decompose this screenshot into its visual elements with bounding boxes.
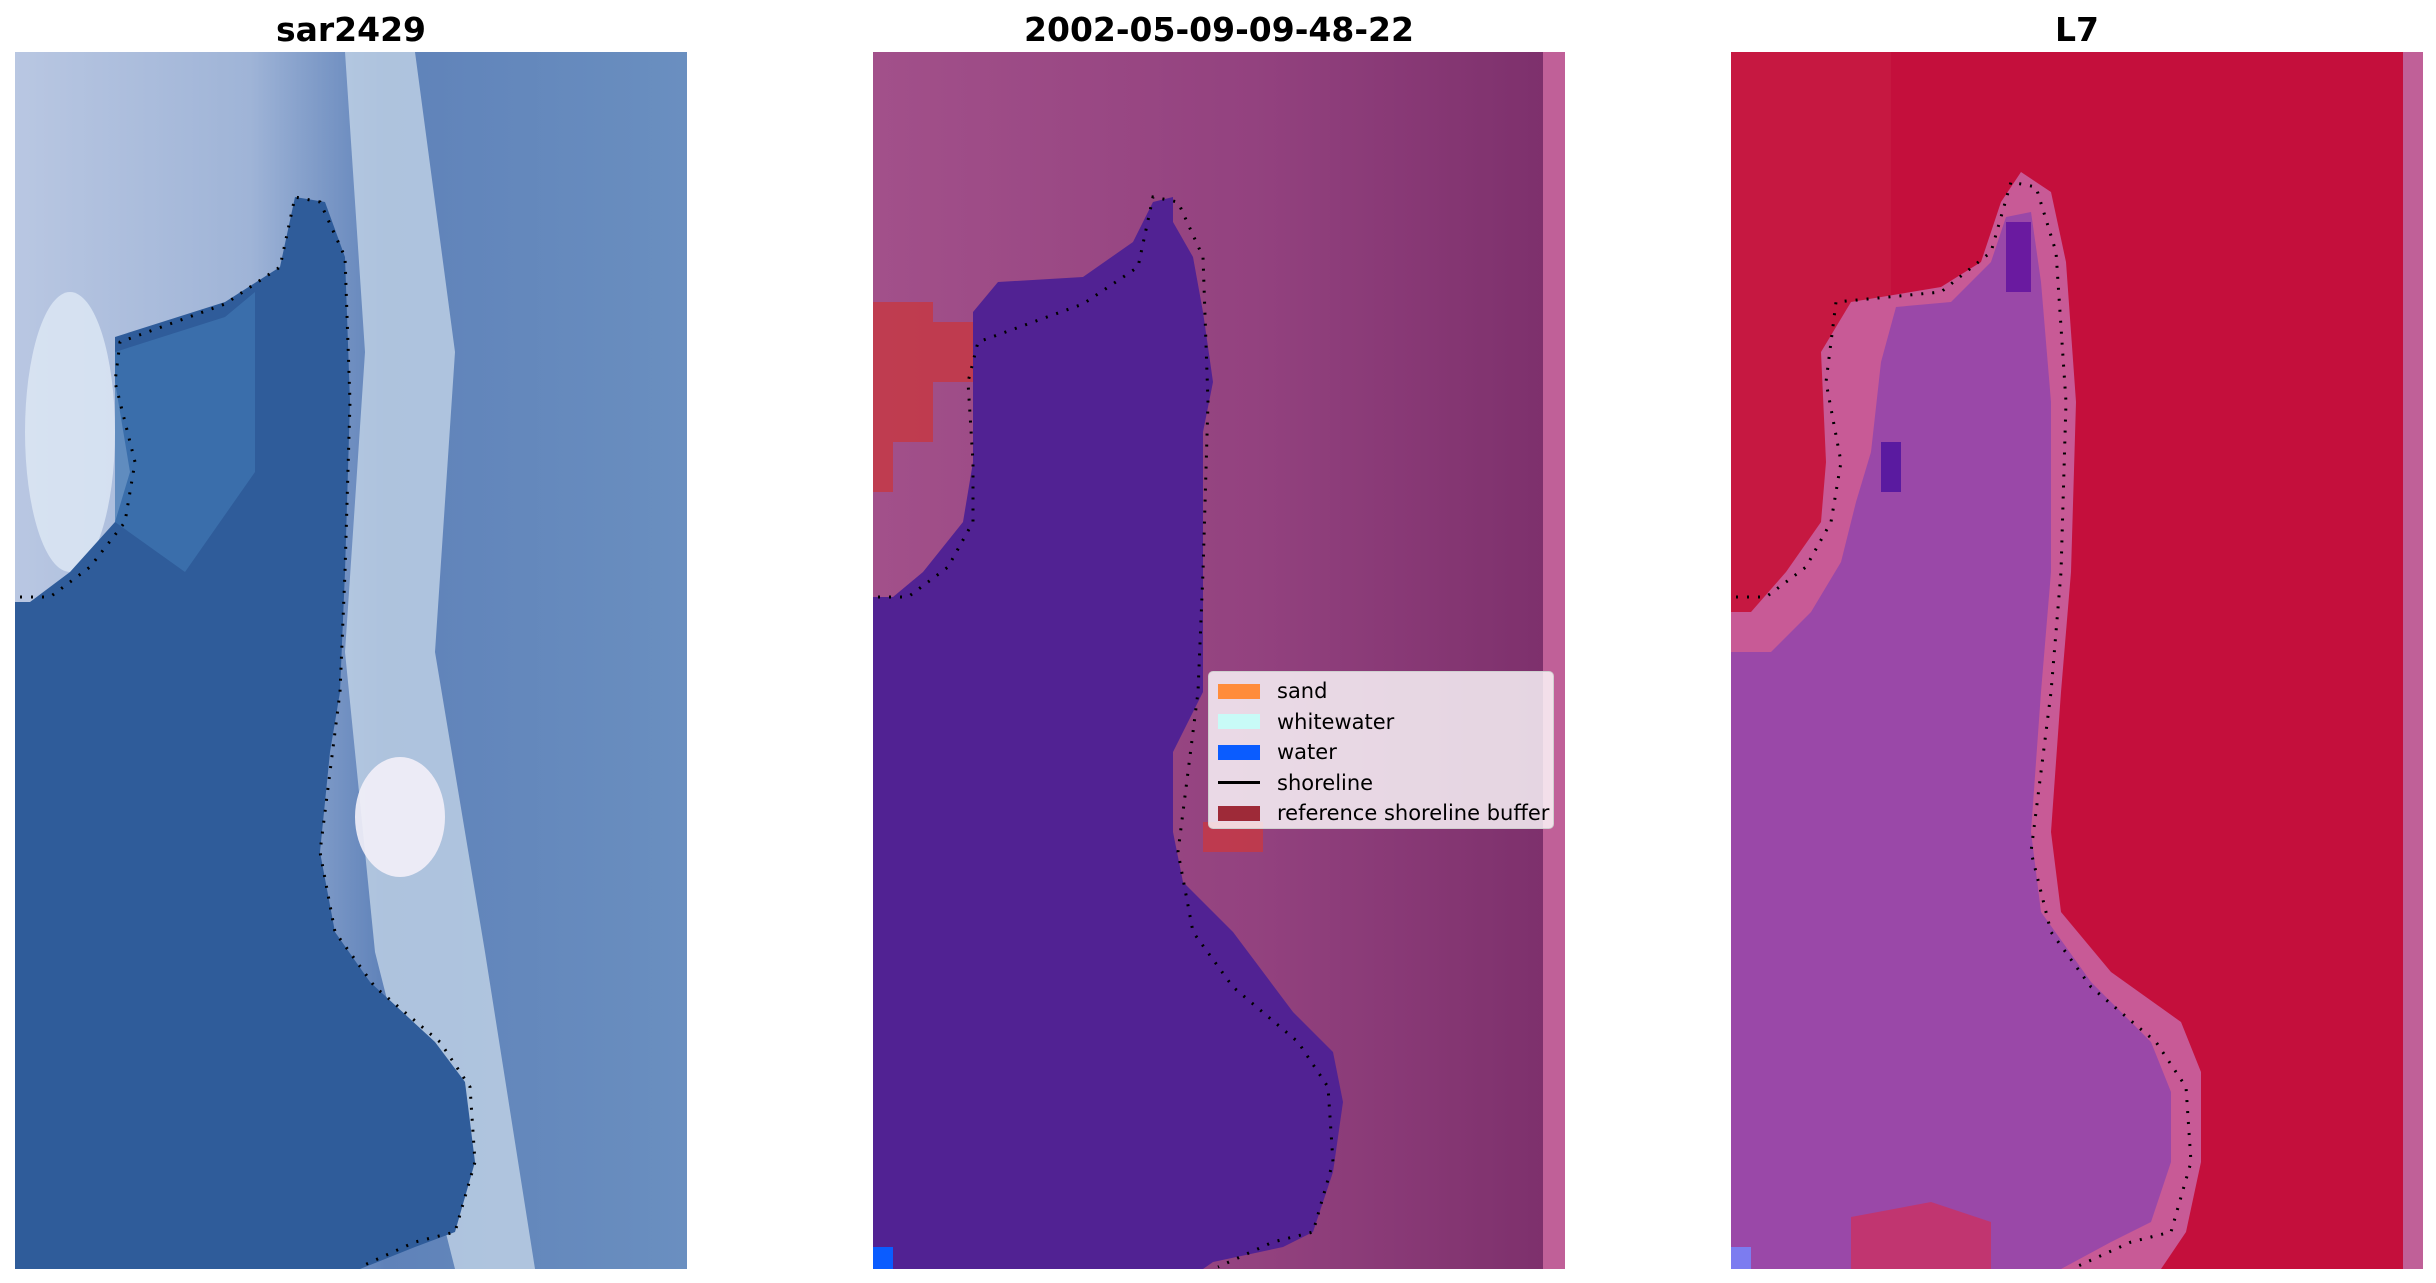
legend-label-shoreline: shoreline [1277, 770, 1374, 795]
legend-swatch-sand [1218, 683, 1260, 699]
legend-item-shoreline: shoreline [1209, 768, 1553, 799]
index-image-panel [1731, 52, 2423, 1269]
legend-label-sand: sand [1277, 679, 1328, 704]
panel-title-index: L7 [2055, 10, 2099, 49]
rgb-image-panel [15, 52, 687, 1269]
legend-swatch-water [1218, 744, 1260, 760]
panel-title-rgb: sar2429 [275, 10, 427, 49]
panel-title-classified: 2002-05-09-09-48-22 [1024, 10, 1414, 49]
legend-item-sand: sand [1209, 676, 1553, 707]
index-image [1731, 52, 2423, 1269]
legend-swatch-reference-buffer [1218, 805, 1260, 821]
classified-image [873, 52, 1565, 1269]
classified-image-panel [873, 52, 1565, 1269]
legend-item-reference-buffer: reference shoreline buffer [1209, 798, 1553, 829]
legend-label-whitewater: whitewater [1277, 709, 1395, 734]
legend-line-shoreline [1218, 781, 1260, 785]
legend-item-water: water [1209, 737, 1553, 768]
legend-label-reference-buffer: reference shoreline buffer [1277, 801, 1550, 826]
legend-label-water: water [1277, 740, 1337, 765]
legend: sand whitewater water shoreline referenc… [1208, 671, 1554, 829]
legend-swatch-whitewater [1218, 714, 1260, 730]
legend-item-whitewater: whitewater [1209, 707, 1553, 738]
rgb-image [15, 52, 687, 1269]
